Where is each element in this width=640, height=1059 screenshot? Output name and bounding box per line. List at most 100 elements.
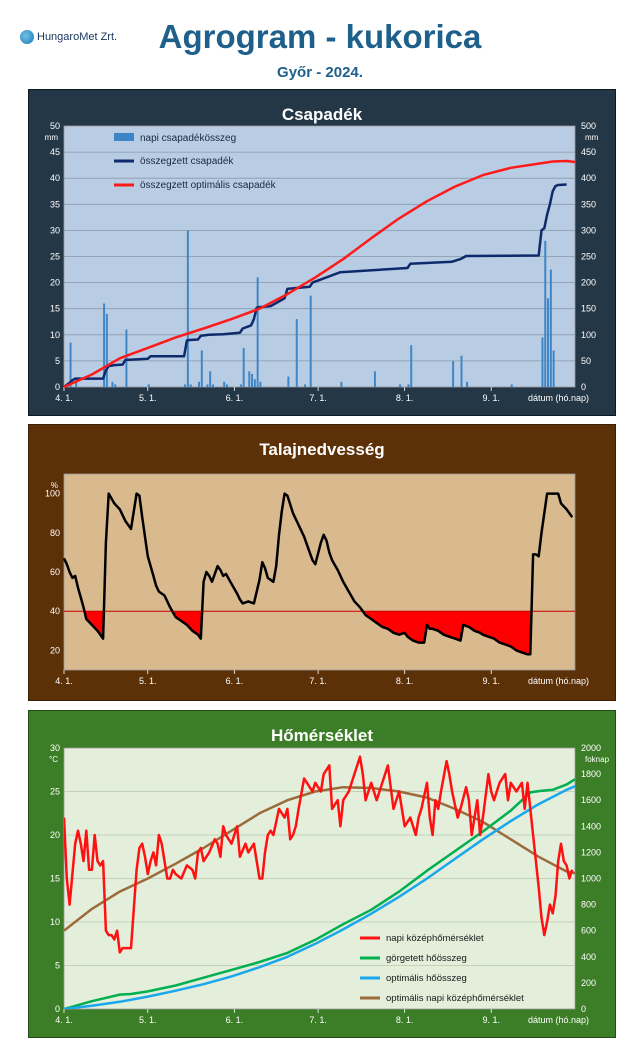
x-axis-label: dátum (hó.nap) bbox=[528, 393, 589, 403]
precip-bar bbox=[189, 384, 192, 387]
precip-bar bbox=[304, 384, 307, 387]
deficit-area bbox=[474, 610, 481, 634]
soil-panel: Talajnedvesség 20 40 60 80 100% 4. 1. 5. 1. 6. 1… bbox=[28, 424, 616, 701]
precip-bar bbox=[452, 360, 455, 387]
y2-tick-label: 100 bbox=[581, 330, 596, 340]
rolling-heat-sum-line bbox=[64, 778, 575, 1009]
precip-bar bbox=[125, 329, 128, 387]
y2-tick-label: 2000 bbox=[581, 743, 601, 753]
precip-bar bbox=[111, 381, 114, 387]
precip-bar bbox=[242, 347, 245, 387]
page-title: Agrogram - kukorica bbox=[158, 18, 482, 55]
precip-bar bbox=[239, 384, 242, 387]
legend-label: összegzett optimális csapadék bbox=[140, 180, 277, 191]
y2-tick-label: 150 bbox=[581, 304, 596, 314]
deficit-area bbox=[398, 610, 405, 636]
y2-tick-label: 800 bbox=[581, 900, 596, 910]
logo-icon bbox=[20, 30, 34, 44]
soil-moisture-line bbox=[62, 492, 574, 656]
y-tick-label: 20 bbox=[50, 830, 60, 840]
y-tick-label: 40 bbox=[50, 606, 60, 616]
precip-bar bbox=[410, 345, 413, 387]
y-tick-label: 5 bbox=[55, 961, 60, 971]
x-tick-label: 8. 1. bbox=[396, 676, 414, 686]
y2-tick-label: 1000 bbox=[581, 874, 601, 884]
optimal-daily-temp-line bbox=[64, 785, 575, 932]
deficit-area bbox=[412, 610, 419, 643]
x-tick-label: 9. 1. bbox=[482, 1015, 500, 1025]
x-tick-label: 7. 1. bbox=[309, 676, 327, 686]
y2-tick-label: 300 bbox=[581, 225, 596, 235]
precip-bar bbox=[209, 371, 212, 387]
panel-title: Csapadék bbox=[282, 105, 363, 124]
precip-bar bbox=[211, 384, 214, 387]
legend-label: optimális hőösszeg bbox=[386, 973, 467, 984]
x-tick-label: 6. 1. bbox=[226, 393, 244, 403]
y-tick-label: 20 bbox=[50, 278, 60, 288]
y2-tick-label: 250 bbox=[581, 252, 596, 262]
x-tick-label: 8. 1. bbox=[396, 1015, 414, 1025]
y-tick-label: 80 bbox=[50, 528, 60, 538]
precip-bar bbox=[114, 384, 117, 387]
precip-bar bbox=[541, 337, 544, 387]
legend-label: optimális napi középhőmérséklet bbox=[386, 993, 524, 1004]
y2-tick-label: 200 bbox=[581, 278, 596, 288]
legend-label: összegzett csapadék bbox=[140, 156, 234, 167]
y2-tick-label: 400 bbox=[581, 952, 596, 962]
soil-chart: Talajnedvesség 20 40 60 80 100% 4. 1. 5. 1. 6. 1… bbox=[45, 440, 589, 686]
precip-panel: Csapadék 0 5 10 15 20 25 30 35 40 45 50 mm 0 50 100 150 2… bbox=[28, 89, 616, 416]
y-unit-label: mm bbox=[45, 133, 59, 142]
x-tick-label: 4. 1. bbox=[55, 676, 73, 686]
optimal-heat-sum-line bbox=[64, 784, 575, 1009]
panel-title: Hőmérséklet bbox=[271, 726, 373, 745]
precip-chart: Csapadék 0 5 10 15 20 25 30 35 40 45 50 mm 0 50 100 150 2… bbox=[45, 105, 599, 403]
page-subtitle: Győr - 2024. bbox=[277, 64, 363, 81]
y2-tick-label: 400 bbox=[581, 173, 596, 183]
precip-bar bbox=[248, 371, 251, 387]
x-axis-label: dátum (hó.nap) bbox=[528, 676, 589, 686]
legend-swatch-bar bbox=[114, 133, 134, 141]
x-axis-label: dátum (hó.nap) bbox=[528, 1015, 589, 1025]
y2-tick-label: 1200 bbox=[581, 847, 601, 857]
temp-panel: Hőmérséklet 0 5 10 15 20 25 30 °C 0 200 400 600 800 10… bbox=[28, 710, 616, 1038]
deficit-area bbox=[393, 610, 400, 636]
y-tick-label: 25 bbox=[50, 252, 60, 262]
precip-bar bbox=[340, 381, 343, 387]
deficit-area bbox=[516, 610, 523, 653]
deficit-area bbox=[510, 610, 517, 651]
y-tick-label: 40 bbox=[50, 173, 60, 183]
x-tick-label: 7. 1. bbox=[309, 1015, 327, 1025]
y-tick-label: 5 bbox=[55, 356, 60, 366]
y2-tick-label: 600 bbox=[581, 926, 596, 936]
y2-tick-label: 0 bbox=[581, 1004, 586, 1014]
deficit-area bbox=[482, 610, 489, 638]
y-tick-label: 45 bbox=[50, 147, 60, 157]
x-tick-label: 5. 1. bbox=[139, 1015, 157, 1025]
precip-bar bbox=[407, 384, 410, 387]
deficit-area bbox=[418, 610, 425, 643]
precip-bar bbox=[552, 350, 555, 387]
x-tick-label: 5. 1. bbox=[139, 393, 157, 403]
x-tick-label: 6. 1. bbox=[226, 676, 244, 686]
precip-bar bbox=[103, 303, 106, 387]
y-tick-label: 35 bbox=[50, 199, 60, 209]
precip-bar bbox=[510, 384, 513, 387]
deficit-area bbox=[454, 610, 461, 641]
logo: HungaroMet Zrt. bbox=[20, 30, 117, 44]
y2-tick-label: 1800 bbox=[581, 769, 601, 779]
y2-tick-label: 200 bbox=[581, 978, 596, 988]
y-tick-label: 15 bbox=[50, 304, 60, 314]
x-tick-label: 4. 1. bbox=[55, 1015, 73, 1025]
precip-bar bbox=[105, 313, 108, 387]
deficit-area bbox=[449, 610, 456, 639]
y-tick-label: 10 bbox=[50, 917, 60, 927]
y-tick-label: 25 bbox=[50, 787, 60, 797]
precip-bar bbox=[295, 319, 298, 387]
precip-bar bbox=[460, 355, 463, 387]
y2-tick-label: 1400 bbox=[581, 821, 601, 831]
precip-bar bbox=[547, 298, 550, 387]
x-tick-label: 6. 1. bbox=[226, 1015, 244, 1025]
y2-unit-label: foknap bbox=[585, 755, 610, 764]
deficit-area bbox=[504, 610, 512, 647]
precip-bar bbox=[223, 381, 226, 387]
